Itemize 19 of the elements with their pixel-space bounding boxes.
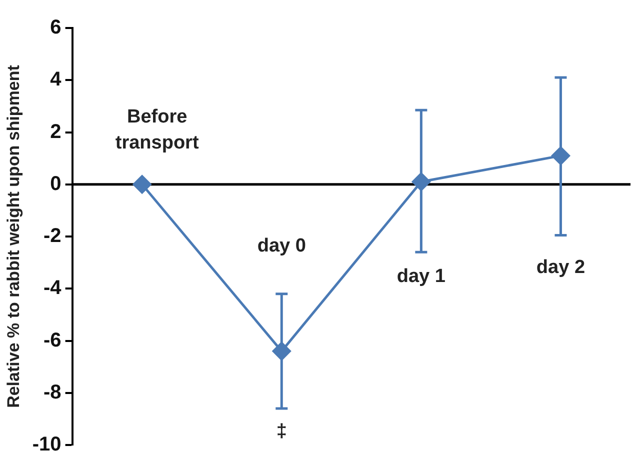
y-tick-label: -8 xyxy=(44,381,62,404)
y-tick-label: 4 xyxy=(50,68,62,91)
x-tick-label: Before transport xyxy=(115,106,200,154)
y-tick-label: -10 xyxy=(32,434,62,456)
y-axis-title: Relative % to rabbit weight upon shipment xyxy=(4,64,23,408)
x-tick-label: day 0 xyxy=(257,235,306,256)
y-tick-label: -6 xyxy=(44,329,62,352)
y-tick-label: 6 xyxy=(50,16,62,39)
y-tick-label: -4 xyxy=(44,277,62,300)
point xyxy=(551,146,570,165)
y-tick-label: 2 xyxy=(50,120,62,143)
point xyxy=(412,172,430,192)
point xyxy=(272,342,291,360)
annotation: ‡ xyxy=(276,421,287,442)
y-tick-label: -2 xyxy=(44,225,62,248)
point xyxy=(132,175,152,194)
x-tick-label: day 2 xyxy=(536,256,586,278)
y-tick-label: 0 xyxy=(50,172,62,195)
x-tick-label: day 1 xyxy=(396,266,446,288)
